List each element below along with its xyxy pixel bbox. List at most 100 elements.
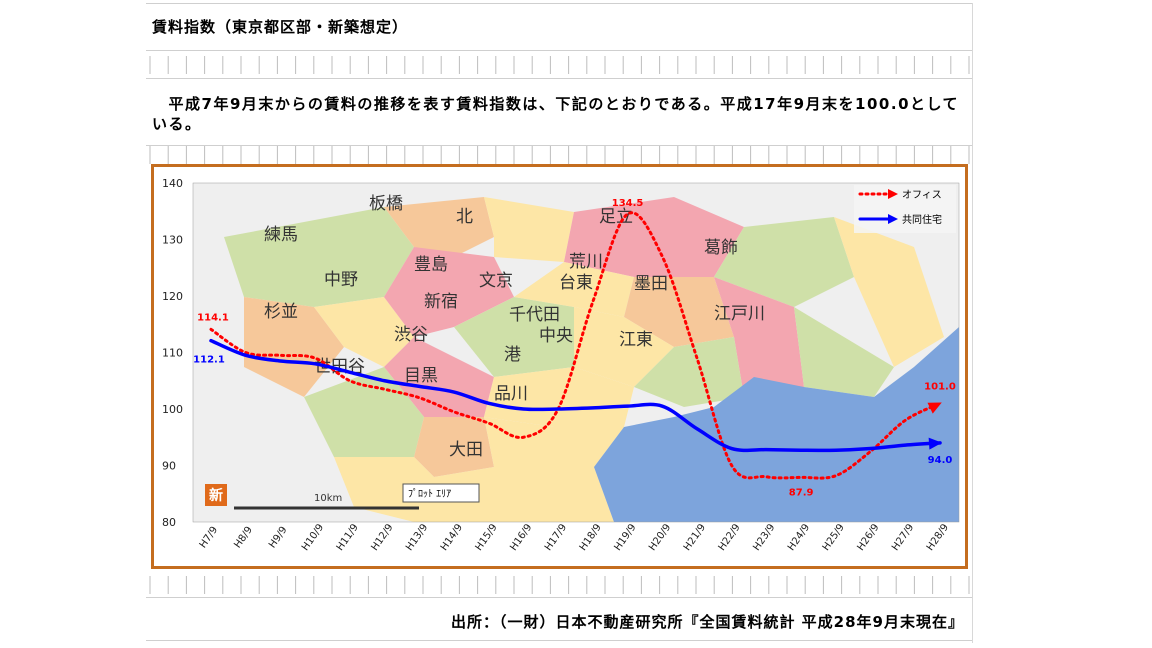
x-tick-label: H26/9 [855, 522, 881, 553]
ward-area [714, 277, 804, 397]
ward-area [384, 247, 514, 337]
data-label: 87.9 [789, 487, 814, 498]
ward-area [624, 277, 734, 347]
ward-area [714, 217, 854, 307]
x-tick-label: H20/9 [647, 522, 673, 553]
plot-area-border [192, 182, 960, 523]
ward-label: 北 [456, 207, 473, 227]
ward-label: 文京 [479, 271, 513, 291]
data-labels: 114.1 134.5 87.9 101.0 112.1 94.0 [193, 198, 956, 498]
ward-area [484, 197, 574, 262]
data-label: 101.0 [924, 381, 956, 392]
x-tick-label: H12/9 [369, 522, 395, 553]
ward-label: 荒川 [569, 252, 603, 272]
x-tick-label: H15/9 [474, 522, 500, 553]
sea [594, 327, 959, 522]
series-arrowhead [927, 402, 942, 414]
ward-area [314, 297, 414, 367]
x-tick-label: H9/9 [267, 525, 290, 551]
y-tick-label: 110 [162, 347, 183, 360]
ward-label: 大田 [449, 440, 483, 460]
x-tick-label: H19/9 [612, 522, 638, 553]
x-tick-label: H14/9 [439, 522, 465, 553]
x-tick-label: H23/9 [751, 522, 777, 553]
ward-label: 千代田 [509, 305, 560, 325]
x-tick-label: H10/9 [300, 522, 326, 553]
indent [152, 95, 169, 113]
ward-label: 台東 [559, 273, 593, 293]
ward-area [574, 307, 674, 387]
ward-label: 江東 [619, 330, 653, 350]
right-border [972, 3, 973, 643]
ward-label: 足立 [599, 207, 633, 227]
ward-label: 豊島 [414, 255, 448, 275]
ward-label: 渋谷 [394, 325, 428, 345]
tick-row [149, 576, 970, 594]
data-label: 112.1 [193, 355, 225, 366]
description-text: 平成7年9月末からの賃料の推移を表す賃料指数は、下記のとおりである。平成17年9… [152, 95, 960, 133]
ward-label: 葛飾 [704, 238, 738, 258]
x-tick-label: H18/9 [578, 522, 604, 553]
data-label: 134.5 [612, 198, 644, 209]
ward-area [304, 367, 424, 457]
x-tick-label: H22/9 [717, 522, 743, 553]
source-citation: 出所：（一財）日本不動産研究所『全国賃料統計 平成28年9月末現在』 [450, 613, 964, 631]
ward-label: 中央 [539, 326, 573, 346]
ward-label: 板橋 [369, 194, 403, 214]
ward-area [384, 197, 494, 257]
x-axis: H7/9 H8/9 H9/9 H10/9 H11/9 H12/9 H13/9 H14/9 H15… [198, 522, 951, 553]
legend-label: 共同住宅 [902, 213, 942, 226]
ward-area [484, 367, 634, 427]
plot-area-tooltip [402, 483, 480, 503]
x-tick-label: H27/9 [890, 522, 916, 553]
x-tick-label: H28/9 [925, 522, 951, 553]
series-arrowhead [928, 437, 942, 450]
x-tick-label: H24/9 [786, 522, 812, 553]
ward-area [244, 297, 344, 397]
x-tick-label: H13/9 [404, 522, 430, 553]
y-tick-label: 140 [162, 177, 183, 190]
series-line-residential [209, 338, 942, 453]
x-tick-label: H16/9 [508, 522, 534, 553]
x-tick-label: H21/9 [682, 522, 708, 553]
ward-area [514, 262, 634, 317]
y-tick-label: 130 [162, 234, 183, 247]
data-label: 114.1 [197, 312, 229, 323]
tokyo-ward-map [193, 183, 959, 522]
ward-label: 目黒 [404, 366, 438, 386]
ward-area [634, 337, 744, 407]
y-tick-label: 80 [162, 516, 176, 529]
ward-area [224, 207, 414, 307]
ward-label: 新宿 [424, 292, 458, 312]
tick-row [149, 56, 970, 74]
x-tick-label: H7/9 [198, 525, 221, 551]
top-rule [146, 3, 972, 4]
legend-arrowhead [888, 189, 898, 199]
page-title: 賃料指数（東京都区部・新築想定） [152, 18, 409, 36]
ward-label: 杉並 [264, 302, 298, 322]
new-stamp-text: 新 [209, 487, 223, 504]
ward-label: 江戸川 [714, 304, 765, 324]
rule [146, 145, 972, 146]
series-line-office [209, 211, 942, 480]
plot-area-tooltip-text: ﾌﾟﾛｯﾄ ｴﾘｱ [408, 488, 451, 500]
ward-label: 墨田 [634, 274, 668, 294]
description-paragraph: 平成7年9月末からの賃料の推移を表す賃料指数は、下記のとおりである。平成17年9… [152, 94, 974, 134]
data-label: 94.0 [928, 455, 953, 466]
map-scale-label: 10km [314, 493, 342, 504]
ward-label: 中野 [324, 270, 358, 290]
ward-area [794, 307, 894, 397]
ward-label: 港 [504, 345, 521, 365]
x-tick-label: H25/9 [821, 522, 847, 553]
x-tick-label: H17/9 [543, 522, 569, 553]
ward-area [484, 417, 624, 467]
x-tick-label: H11/9 [335, 522, 361, 553]
new-stamp-box [205, 484, 227, 506]
chart-frame: 板橋北足立 練馬 豊島 荒川 葛飾 中野 文京 台東 墨田 杉並 新宿 千代田 江戸川 渋谷 中央 江東港世田… [151, 164, 968, 569]
series-layer [209, 211, 942, 480]
tick-row [149, 146, 970, 164]
y-tick-label: 90 [162, 460, 176, 473]
legend-label: オフィス [902, 189, 942, 201]
